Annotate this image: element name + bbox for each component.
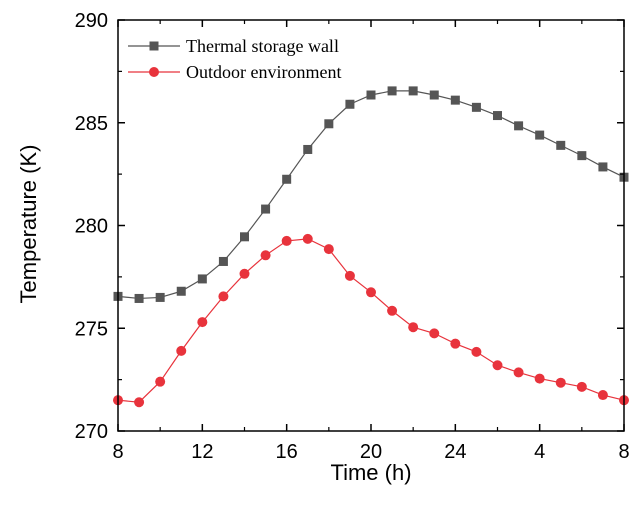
y-tick-label: 290 — [75, 10, 108, 32]
data-point — [240, 232, 249, 242]
data-point — [302, 233, 313, 244]
data-point — [239, 268, 250, 279]
data-point — [197, 274, 207, 284]
y-tick-label: 285 — [75, 113, 108, 135]
data-point — [471, 102, 481, 112]
legend-marker — [149, 67, 159, 77]
x-tick-label: 4 — [534, 441, 545, 463]
data-point — [197, 317, 208, 328]
data-point — [555, 377, 566, 388]
series-2 — [113, 233, 629, 408]
data-point — [513, 367, 524, 378]
data-point — [408, 322, 419, 333]
data-point — [134, 397, 145, 408]
data-point — [493, 111, 502, 121]
legend-entry: Outdoor environment — [128, 62, 341, 82]
x-tick-label: 8 — [112, 441, 123, 463]
y-tick-label: 275 — [75, 318, 108, 340]
data-point — [366, 287, 376, 298]
legend-label: Thermal storage wall — [186, 36, 339, 56]
legend-label: Outdoor environment — [186, 62, 341, 82]
data-point — [429, 90, 439, 100]
data-point — [345, 99, 355, 109]
data-point — [303, 144, 313, 154]
data-point — [281, 235, 292, 246]
data-point — [450, 95, 460, 105]
series-line — [117, 238, 625, 403]
data-point — [597, 390, 608, 401]
x-axis-title: Time (h) — [330, 460, 411, 485]
data-point — [366, 90, 376, 100]
legend-marker — [149, 41, 159, 51]
x-tick-label: 24 — [444, 441, 466, 463]
data-point — [577, 151, 587, 161]
x-tick-label: 16 — [276, 441, 298, 463]
y-axis-title: Temperature (K) — [16, 145, 41, 304]
data-point — [176, 286, 186, 296]
data-point — [492, 360, 503, 371]
data-point — [176, 345, 187, 356]
data-point — [450, 338, 461, 349]
data-point — [556, 140, 566, 150]
series-line — [117, 90, 625, 300]
data-point — [535, 130, 545, 140]
data-point — [155, 292, 165, 302]
data-point — [324, 119, 334, 129]
series-1 — [113, 86, 629, 303]
legend-entry: Thermal storage wall — [128, 36, 339, 56]
data-point — [576, 381, 587, 392]
data-point — [387, 86, 397, 96]
data-point — [471, 346, 482, 357]
data-point — [387, 305, 398, 316]
x-tick-label: 20 — [360, 441, 382, 463]
data-point — [323, 244, 334, 255]
data-point — [218, 291, 229, 302]
data-point — [155, 376, 166, 387]
y-tick-label: 280 — [75, 216, 108, 238]
data-point — [514, 121, 524, 131]
legend: Thermal storage wall Outdoor environment — [128, 36, 341, 82]
data-point — [218, 256, 228, 266]
x-tick-label: 12 — [191, 441, 213, 463]
series-layer — [113, 86, 629, 408]
y-tick-label: 270 — [75, 421, 108, 443]
data-point — [408, 86, 418, 96]
data-point — [534, 373, 545, 384]
x-tick-label: 8 — [618, 441, 629, 463]
data-point — [429, 328, 440, 339]
data-point — [282, 174, 292, 184]
data-point — [134, 293, 144, 303]
data-point — [261, 204, 271, 214]
data-point — [344, 270, 355, 281]
data-point — [260, 250, 271, 261]
data-point — [598, 162, 608, 172]
